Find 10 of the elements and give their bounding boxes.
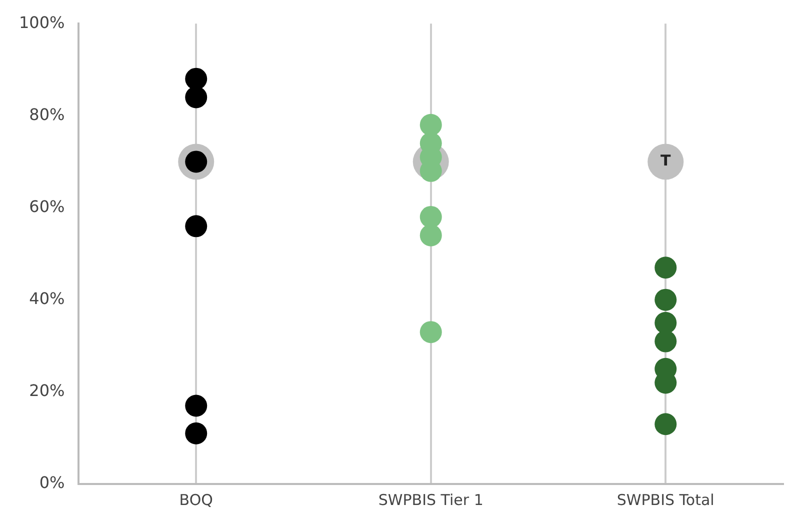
y-tick-label: 0% (39, 473, 65, 492)
x-tick-label: SWPBIS Total (616, 490, 714, 509)
y-tick-label: 60% (29, 196, 65, 216)
y-tick-label: 20% (29, 381, 65, 400)
annotation: T (660, 152, 672, 170)
x-tick-label: BOQ (179, 490, 213, 509)
y-tick-label: 80% (29, 104, 65, 124)
x-tick-label: SWPBIS Tier 1 (378, 490, 484, 509)
y-tick-label: 100% (18, 12, 65, 32)
y-tick-label: 40% (29, 288, 65, 308)
